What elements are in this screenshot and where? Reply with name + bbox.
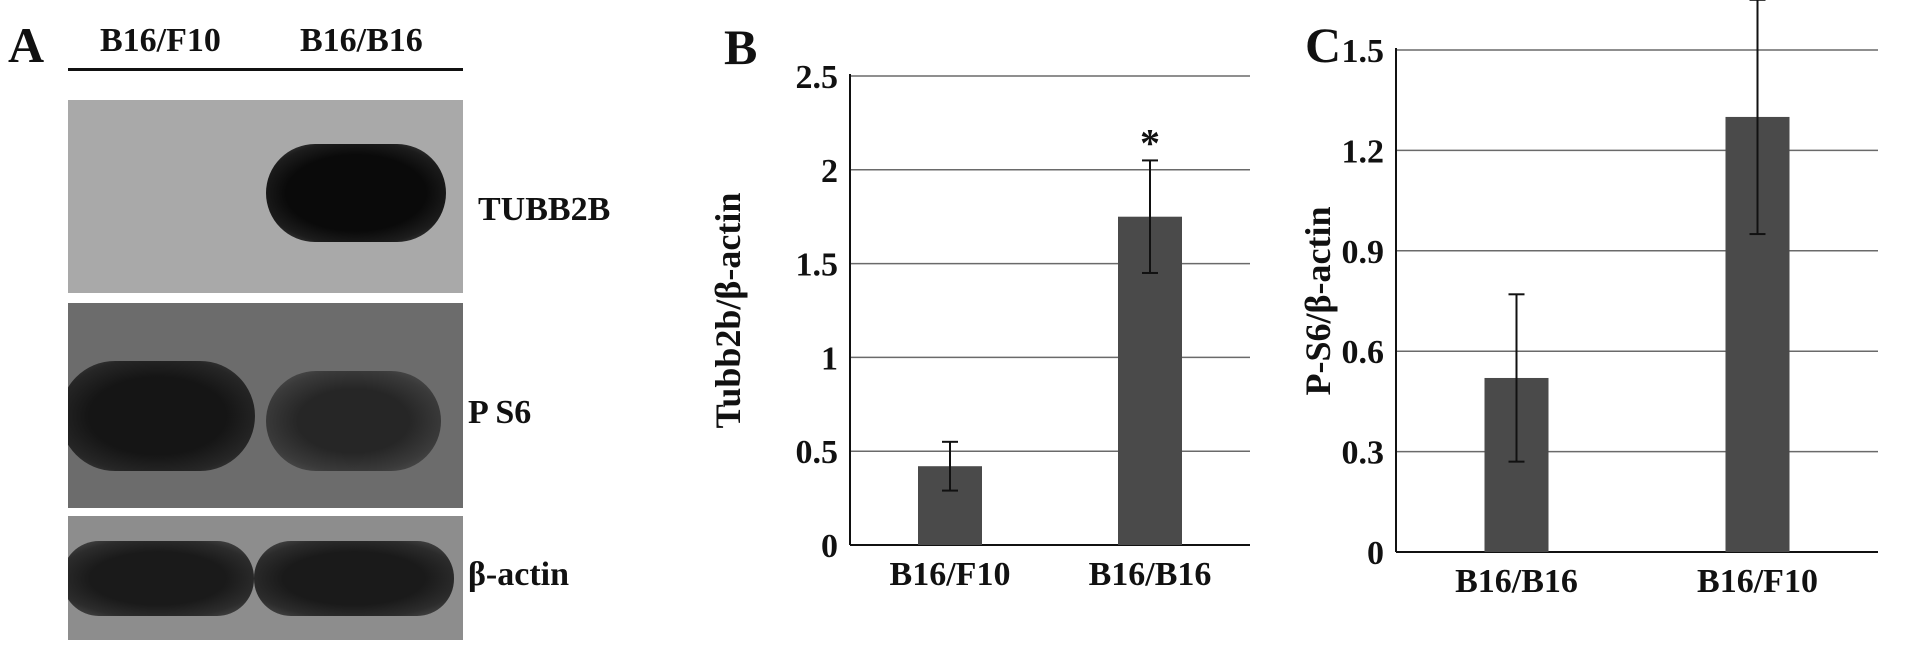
chart-b-ytick-label: 0: [821, 528, 838, 565]
lane-label-1: B16/F10: [100, 22, 221, 59]
chart-b-category-label: B16/B16: [1089, 556, 1212, 593]
chart-c-ytick-label: 0.6: [1342, 334, 1385, 371]
blot-actin: [68, 516, 463, 640]
chart-b-ytick-label: 1.5: [796, 247, 839, 284]
chart-b-significance-mark: *: [1140, 120, 1160, 165]
actin-band-lane1: [68, 541, 254, 616]
blot-ps6: [68, 303, 463, 508]
chart-b-ytick-label: 0.5: [796, 434, 839, 471]
ps6-band-lane1: [68, 361, 255, 471]
chart-b-bar: [918, 466, 982, 545]
chart-c-ytick-label: 1.2: [1342, 133, 1385, 170]
band-label-tubb2b: TUBB2B: [478, 191, 611, 228]
chart-c-bar: [1484, 377, 1549, 552]
chart-c-ytick-label: 0.9: [1342, 234, 1385, 271]
chart-c-category-label: B16/F10: [1697, 563, 1818, 600]
chart-b-ylabel: Tubb2b/β-actin: [708, 193, 748, 429]
chart-c-significance-mark: *: [1748, 0, 1768, 5]
lane-underline: [68, 68, 463, 71]
chart-b-ytick-label: 1: [821, 340, 838, 377]
chart-c-category-label: B16/B16: [1455, 563, 1578, 600]
chart-b-bar: [1118, 216, 1182, 545]
chart-c-ytick-label: 0: [1367, 535, 1384, 572]
chart-b-category-label: B16/F10: [890, 556, 1011, 593]
band-label-ps6: P S6: [468, 394, 532, 431]
tubb2b-band-lane2: [266, 144, 446, 242]
panel-b-letter: B: [724, 19, 758, 75]
band-label-actin: β-actin: [468, 556, 570, 593]
actin-band-lane2: [254, 541, 454, 616]
ps6-band-lane2: [266, 371, 441, 471]
chart-b-ytick-label: 2.5: [796, 59, 839, 96]
chart-c-ytick-label: 0.3: [1342, 435, 1385, 472]
chart-b-ytick-label: 2: [821, 153, 838, 190]
chart-c-ylabel: P-S6/β-actin: [1298, 207, 1338, 396]
chart-c-bar: [1725, 116, 1790, 552]
panel-c-letter: C: [1305, 17, 1342, 73]
chart-c-ytick-label: 1.5: [1342, 33, 1385, 70]
lane-label-2: B16/B16: [300, 22, 423, 59]
panel-a-letter: A: [8, 17, 45, 73]
blot-tubb2b: [68, 100, 463, 293]
